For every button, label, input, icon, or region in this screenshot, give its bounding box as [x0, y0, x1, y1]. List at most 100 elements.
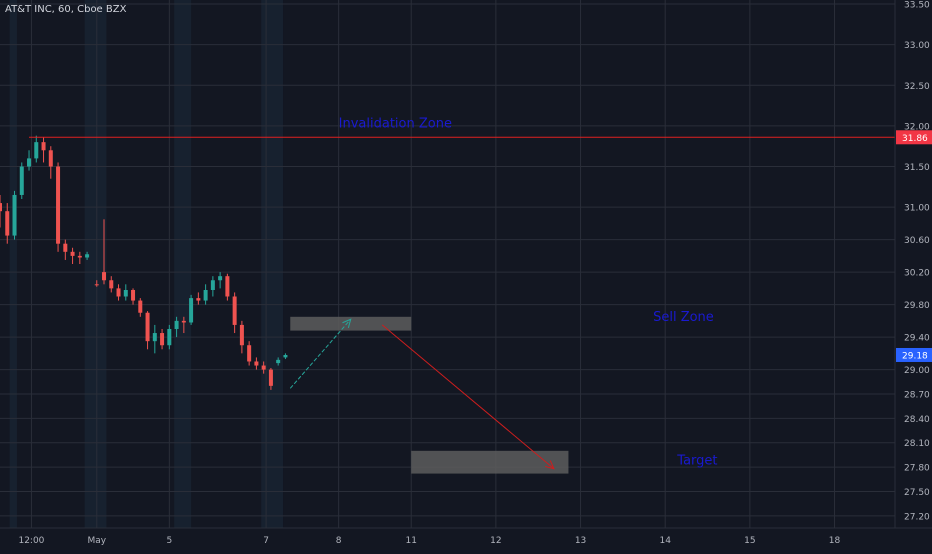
candle	[27, 150, 32, 171]
candle	[203, 284, 208, 305]
candle	[276, 357, 281, 366]
y-tick-label: 32.00	[904, 122, 930, 132]
session-shade	[174, 0, 192, 528]
zone-box[interactable]	[411, 450, 569, 474]
candle-body	[261, 365, 266, 370]
candle	[94, 280, 99, 287]
candle	[152, 324, 157, 354]
y-tick-label: 29.00	[904, 366, 930, 376]
candle-body	[70, 251, 75, 256]
candle	[5, 203, 10, 244]
y-tick-label: 27.80	[904, 464, 930, 474]
annotation-label[interactable]: Sell Zone	[653, 310, 714, 325]
candle	[181, 316, 186, 334]
y-tick-label: 30.20	[904, 269, 930, 279]
session-shade	[84, 0, 107, 528]
y-tick-label: 31.50	[904, 163, 930, 173]
price-label-bg	[896, 347, 932, 362]
price-axis-panel[interactable]	[895, 0, 932, 550]
trend-arrow-line[interactable]	[381, 324, 555, 470]
candle-body	[210, 280, 215, 290]
candle	[63, 239, 68, 260]
candle	[77, 251, 82, 264]
candle	[261, 361, 266, 374]
candle	[268, 367, 273, 390]
candle	[210, 276, 215, 297]
candle	[48, 146, 53, 179]
y-tick-label: 28.10	[904, 439, 930, 449]
candle	[116, 284, 121, 301]
candle-body	[174, 320, 179, 329]
candle-body	[247, 345, 252, 362]
annotation-label[interactable]: Target	[676, 454, 717, 469]
candle	[189, 294, 194, 325]
candle-body	[116, 288, 121, 297]
candle-body	[276, 359, 281, 364]
candle	[109, 276, 114, 293]
y-tick-label: 33.50	[904, 1, 930, 11]
candle-body	[181, 320, 186, 323]
x-tick-label: 13	[575, 536, 586, 546]
candle	[196, 292, 201, 305]
candle-body	[0, 203, 2, 212]
candle-body	[48, 150, 53, 167]
y-tick-label: 33.00	[904, 41, 930, 51]
candle	[56, 162, 61, 252]
candle-body	[254, 361, 259, 366]
candle	[225, 273, 230, 301]
candle-body	[283, 354, 288, 358]
x-tick-label: 14	[659, 536, 671, 546]
candle	[41, 137, 46, 163]
candle-body	[232, 296, 237, 325]
candle-body	[27, 158, 32, 167]
candle-body	[160, 333, 165, 346]
y-tick-label: 31.00	[904, 204, 930, 214]
candle	[0, 194, 2, 228]
candle-body	[102, 272, 107, 281]
candle-body	[5, 211, 10, 236]
candle	[19, 162, 24, 200]
candle-body	[196, 298, 201, 301]
candle-body	[203, 289, 208, 301]
candle	[247, 341, 252, 366]
candle-body	[94, 284, 99, 286]
y-tick-label: 27.50	[904, 488, 930, 498]
candle-body	[12, 194, 17, 236]
candle-body	[167, 328, 172, 346]
trend-arrow-head	[342, 318, 352, 329]
candle-body	[19, 166, 24, 195]
candle-body	[131, 289, 136, 301]
x-tick-label: 15	[744, 536, 755, 546]
candle	[70, 247, 75, 264]
candle-body	[225, 276, 230, 297]
candle	[34, 135, 39, 163]
y-tick-label: 32.50	[904, 82, 930, 92]
trend-arrow-head	[545, 460, 555, 470]
x-tick-label: 7	[263, 536, 269, 546]
candle-body	[77, 255, 82, 258]
y-tick-label: 29.80	[904, 301, 930, 311]
candle	[218, 272, 223, 289]
zone-box[interactable]	[290, 316, 412, 331]
candle	[254, 357, 259, 370]
y-tick-label: 27.20	[904, 512, 930, 522]
price-label: 29.18	[902, 351, 928, 361]
price-label: 31.86	[902, 134, 928, 144]
time-axis-panel[interactable]	[0, 528, 932, 550]
x-tick-label: May	[87, 536, 106, 546]
candle	[160, 328, 165, 350]
candle-body	[218, 276, 223, 281]
candle	[239, 320, 244, 354]
session-shade	[9, 0, 17, 528]
candle-body	[63, 243, 68, 252]
x-tick-label: 11	[405, 536, 416, 546]
trend-arrow-line[interactable]	[289, 318, 352, 389]
candle	[85, 251, 90, 260]
y-tick-label: 28.40	[904, 415, 930, 425]
candle	[102, 219, 107, 285]
annotation-label[interactable]: Invalidation Zone	[339, 117, 452, 132]
candle-body	[109, 280, 114, 289]
candle-body	[239, 324, 244, 346]
